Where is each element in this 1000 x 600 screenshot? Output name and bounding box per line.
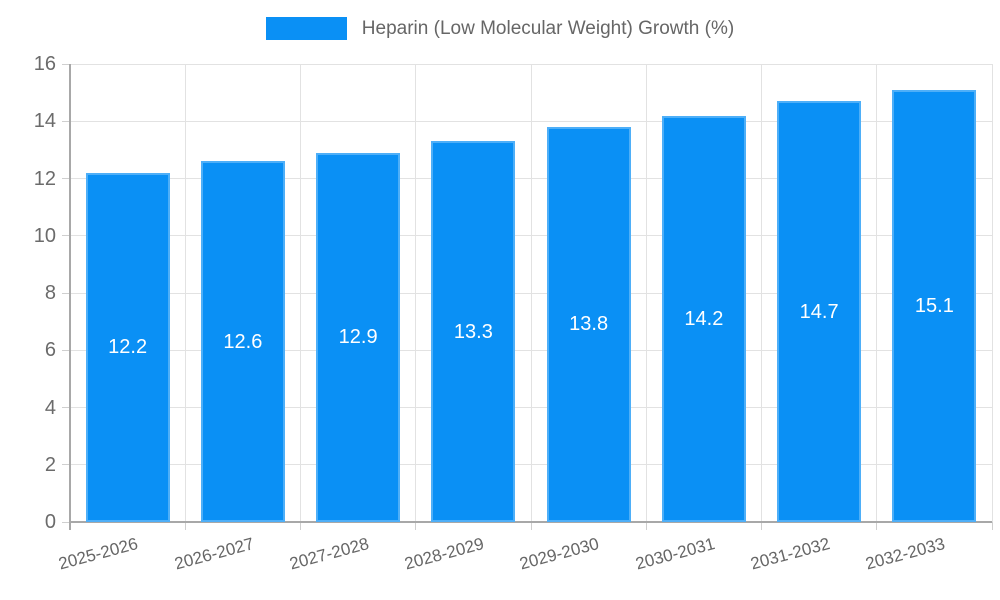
bar-value-label: 13.3	[453, 320, 493, 343]
x-gridline	[876, 64, 878, 522]
bar[interactable]: 14.7	[777, 101, 862, 522]
bar-value-label: 12.2	[108, 336, 148, 359]
x-tick-mark	[184, 522, 186, 530]
x-tick-mark	[876, 522, 878, 530]
bar-value-label: 12.6	[223, 330, 263, 353]
legend-swatch-icon	[265, 17, 347, 40]
x-category-label: 2025-2026	[56, 534, 141, 574]
y-tick-mark	[62, 292, 70, 294]
x-category-label: 2027-2028	[287, 534, 371, 574]
x-tick-mark	[991, 522, 993, 530]
bar[interactable]: 14.2	[661, 115, 746, 522]
x-tick-mark	[645, 522, 647, 530]
x-category-label: 2032-2033	[863, 534, 948, 574]
x-gridline	[645, 64, 647, 522]
bar-value-label: 13.8	[569, 313, 609, 336]
x-category-label: 2029-2030	[517, 534, 602, 574]
x-category-label: 2031-2032	[748, 534, 832, 574]
x-category-label: 2028-2029	[402, 534, 487, 574]
x-tick-mark	[530, 522, 532, 530]
bar[interactable]: 12.6	[200, 161, 285, 522]
y-tick-label: 4	[44, 396, 56, 419]
x-gridline	[761, 64, 762, 522]
y-tick-label: 8	[44, 282, 56, 304]
y-tick-label: 10	[33, 224, 56, 247]
x-axis-line	[70, 521, 992, 523]
bar-value-label: 14.2	[684, 307, 724, 330]
y-tick-mark	[62, 349, 70, 351]
y-axis-line	[69, 64, 71, 530]
legend-label: Heparin (Low Molecular Weight) Growth (%…	[361, 18, 735, 39]
legend[interactable]: Heparin (Low Molecular Weight) Growth (%…	[0, 17, 1000, 40]
bar-value-label: 15.1	[914, 294, 954, 317]
bar[interactable]: 15.1	[892, 89, 977, 522]
y-tick-label: 12	[33, 167, 56, 190]
x-tick-mark	[415, 522, 417, 530]
y-tick-mark	[62, 235, 70, 237]
bar[interactable]: 12.2	[85, 172, 170, 522]
x-tick-mark	[300, 522, 301, 530]
y-tick-mark	[62, 464, 70, 466]
y-tick-mark	[62, 407, 70, 408]
bar-value-label: 14.7	[799, 300, 839, 323]
y-tick-mark	[62, 178, 70, 179]
bar[interactable]: 13.3	[431, 141, 516, 522]
y-tick-label: 6	[44, 339, 56, 362]
x-gridline	[530, 64, 532, 522]
x-gridline	[184, 64, 186, 522]
x-tick-mark	[761, 522, 762, 530]
bar[interactable]: 13.8	[546, 126, 631, 522]
x-gridline	[300, 64, 301, 522]
y-tick-label: 16	[33, 53, 56, 75]
x-gridline	[991, 64, 993, 522]
y-tick-mark	[62, 120, 70, 122]
x-gridline	[415, 64, 417, 522]
y-tick-label: 0	[44, 511, 56, 533]
y-tick-mark	[62, 63, 70, 65]
y-tick-mark	[62, 521, 70, 523]
bar[interactable]: 12.9	[316, 152, 401, 522]
y-tick-label: 14	[33, 110, 56, 133]
x-category-label: 2030-2031	[633, 534, 717, 574]
bar-value-label: 12.9	[338, 326, 378, 349]
y-tick-label: 2	[44, 453, 56, 476]
x-category-label: 2026-2027	[172, 534, 256, 574]
